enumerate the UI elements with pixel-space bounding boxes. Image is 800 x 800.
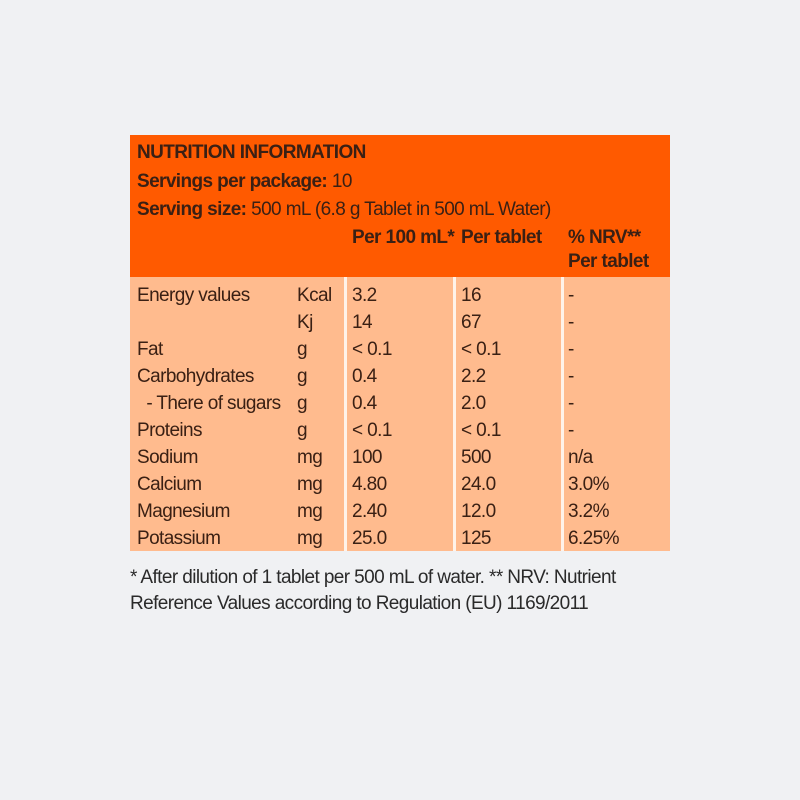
col-header-pertablet: Per tablet <box>461 227 542 248</box>
nrv-value: 3.2% <box>568 501 610 522</box>
table-row: Carbohydrates g 0.4 2.2 - <box>130 363 670 390</box>
table-body: Energy values Kcal 3.2 16 - Kj 14 67 - Fat g < 0.1 <… <box>130 277 670 551</box>
nrv-value: n/a <box>568 447 593 468</box>
per-tablet-value: < 0.1 <box>461 339 501 360</box>
unit: g <box>297 420 308 441</box>
nutrient-name: Fat <box>137 339 163 360</box>
nutrient-name: - There of sugars <box>137 393 281 414</box>
nutrient-name: Potassium <box>137 528 221 549</box>
per-100ml-value: 0.4 <box>352 366 377 387</box>
per-tablet-value: 2.0 <box>461 393 486 414</box>
unit: mg <box>297 474 323 495</box>
per-100ml-value: 0.4 <box>352 393 377 414</box>
col-header-nrv: % NRV** <box>568 227 641 248</box>
table-row: Potassium mg 25.0 125 6.25% <box>130 525 670 552</box>
per-tablet-value: < 0.1 <box>461 420 501 441</box>
nutrient-name: Carbohydrates <box>137 366 254 387</box>
unit: mg <box>297 528 323 549</box>
per-tablet-value: 16 <box>461 285 482 306</box>
table-row: Kj 14 67 - <box>130 309 670 336</box>
nrv-value: - <box>568 285 574 306</box>
unit: g <box>297 393 308 414</box>
unit: Kcal <box>297 285 332 306</box>
col-header-per100: Per 100 mL* <box>352 227 455 248</box>
nrv-value: 6.25% <box>568 528 619 549</box>
per-100ml-value: 25.0 <box>352 528 387 549</box>
unit: mg <box>297 501 323 522</box>
table-row: Magnesium mg 2.40 12.0 3.2% <box>130 498 670 525</box>
serving-size: Serving size: 500 mL (6.8 g Tablet in 50… <box>137 199 551 221</box>
nrv-value: - <box>568 339 574 360</box>
table-header: NUTRITION INFORMATION Servings per packa… <box>130 135 670 277</box>
nrv-value: - <box>568 366 574 387</box>
table-row: Fat g < 0.1 < 0.1 - <box>130 336 670 363</box>
per-100ml-value: 2.40 <box>352 501 387 522</box>
column-divider <box>561 277 564 551</box>
table-row: - There of sugars g 0.4 2.0 - <box>130 390 670 417</box>
nrv-value: - <box>568 393 574 414</box>
column-divider <box>453 277 456 551</box>
per-tablet-value: 67 <box>461 312 482 333</box>
per-100ml-value: 4.80 <box>352 474 387 495</box>
unit: mg <box>297 447 323 468</box>
unit: g <box>297 339 308 360</box>
per-tablet-value: 12.0 <box>461 501 496 522</box>
servings-label: Servings per package: <box>137 171 328 192</box>
nutrition-table: NUTRITION INFORMATION Servings per packa… <box>130 135 670 551</box>
nrv-value: - <box>568 420 574 441</box>
per-tablet-value: 24.0 <box>461 474 496 495</box>
nutrient-name: Calcium <box>137 474 202 495</box>
table-row: Energy values Kcal 3.2 16 - <box>130 282 670 309</box>
table-title: NUTRITION INFORMATION <box>137 142 366 163</box>
servings-value: 10 <box>331 171 353 192</box>
servings-per-package: Servings per package: 10 <box>137 171 352 193</box>
serving-size-value: 500 mL (6.8 g Tablet in 500 mL Water) <box>251 199 551 220</box>
per-100ml-value: 14 <box>352 312 373 333</box>
col-header-nrv-sub: Per tablet <box>568 251 649 272</box>
table-row: Proteins g < 0.1 < 0.1 - <box>130 417 670 444</box>
footnote: * After dilution of 1 tablet per 500 mL … <box>130 567 616 614</box>
per-100ml-value: < 0.1 <box>352 420 392 441</box>
nutrient-name: Energy values <box>137 285 250 306</box>
table-row: Sodium mg 100 500 n/a <box>130 444 670 471</box>
per-tablet-value: 2.2 <box>461 366 486 387</box>
nrv-value: - <box>568 312 574 333</box>
nrv-value: 3.0% <box>568 474 610 495</box>
per-100ml-value: 100 <box>352 447 383 468</box>
per-tablet-value: 500 <box>461 447 492 468</box>
table-row: Calcium mg 4.80 24.0 3.0% <box>130 471 670 498</box>
per-tablet-value: 125 <box>461 528 492 549</box>
nutrient-name: Sodium <box>137 447 198 468</box>
unit: g <box>297 366 308 387</box>
nutrient-name: Magnesium <box>137 501 230 522</box>
nutrient-name: Proteins <box>137 420 203 441</box>
per-100ml-value: < 0.1 <box>352 339 392 360</box>
per-100ml-value: 3.2 <box>352 285 377 306</box>
column-divider <box>344 277 347 551</box>
serving-size-label: Serving size: <box>137 199 247 220</box>
unit: Kj <box>297 312 313 333</box>
